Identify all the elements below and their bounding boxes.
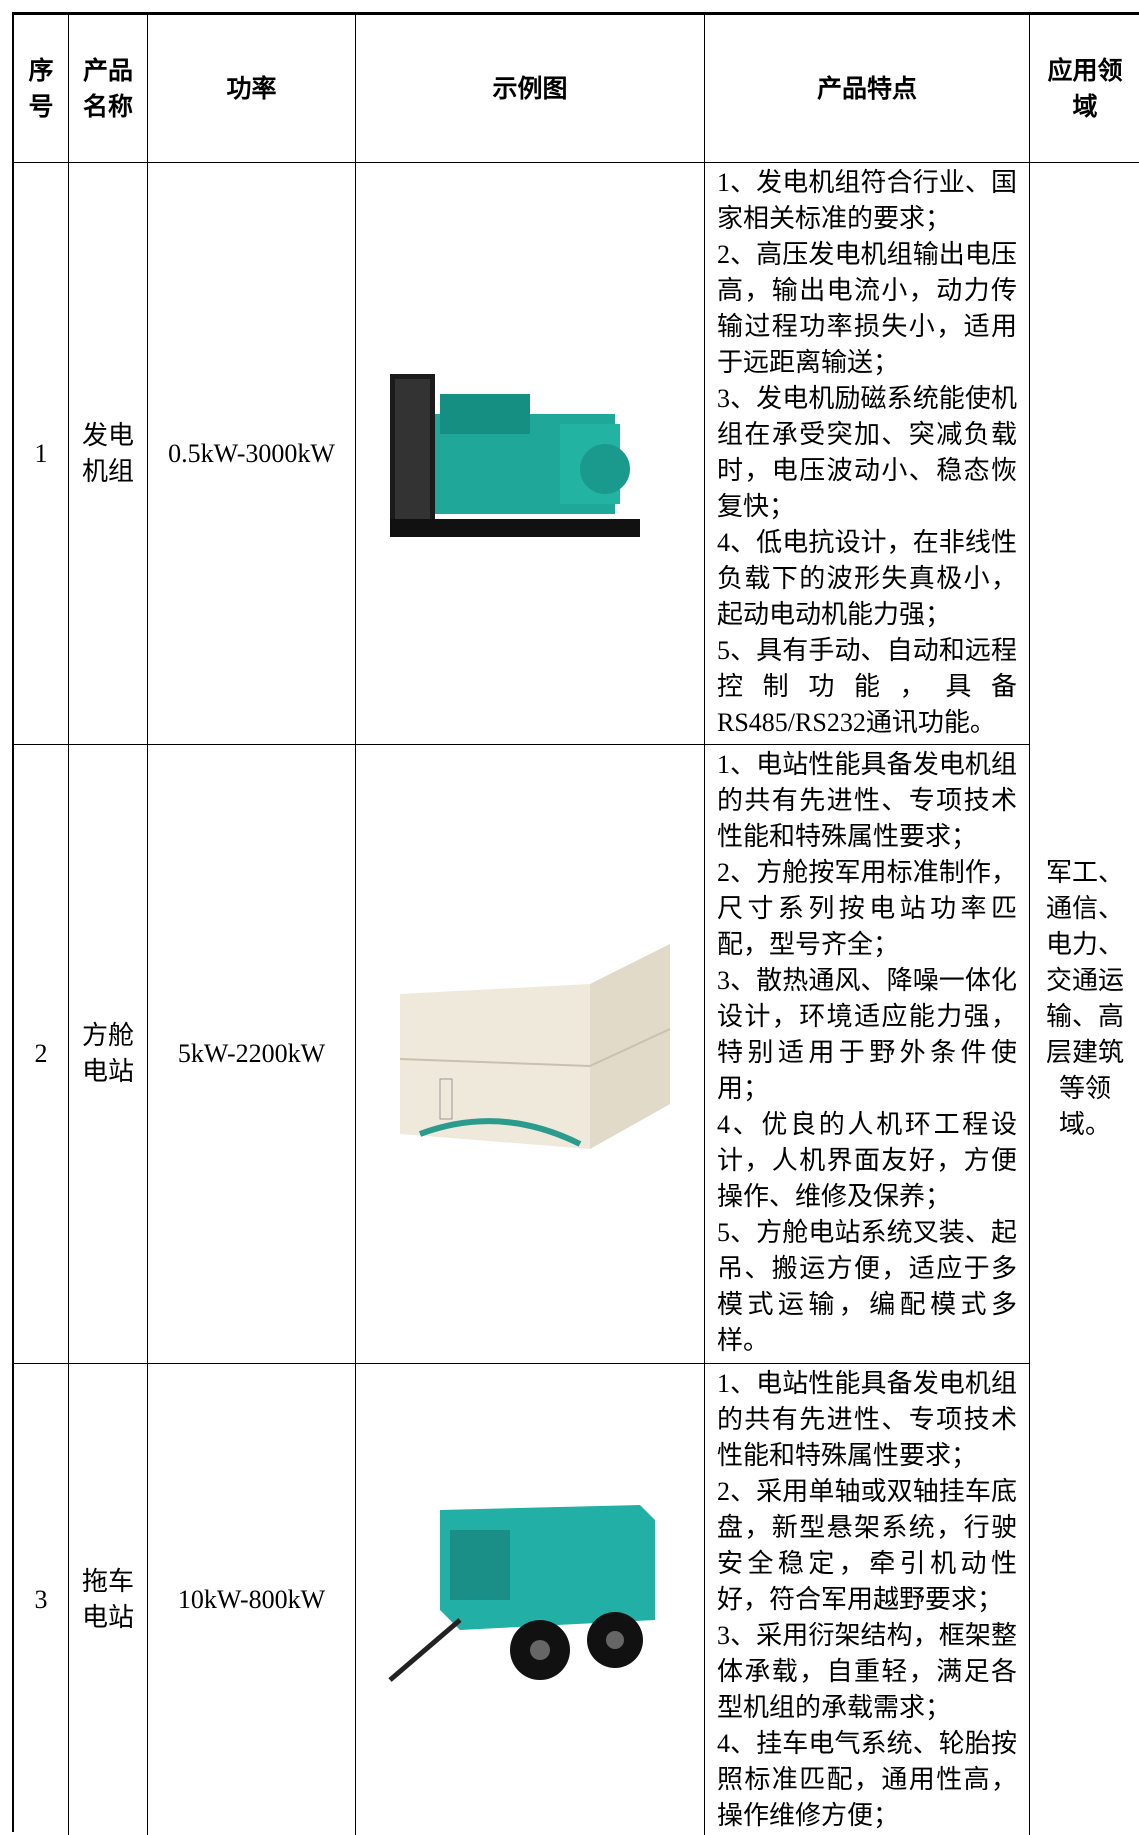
product-table: 序号 产品名称 功率 示例图 产品特点 应用领域 1 发电机组 0.5kW-3000kW 1、发电… [12, 12, 1139, 1835]
header-cell: 产品特点 [705, 15, 1030, 163]
feature-item: 3、发电机励磁系统能使机组在承受突加、突减负载时，电压波动小、稳态恢复快； [717, 384, 1017, 521]
header-cell: 功率 [148, 15, 356, 163]
example-image [356, 163, 705, 745]
header-cell: 产品名称 [69, 15, 148, 163]
features: 1、电站性能具备发电机组的共有先进性、专项技术性能和特殊属性要求； 2、方舱按军用… [705, 745, 1030, 1364]
features: 1、发电机组符合行业、国家相关标准的要求； 2、高压发电机组输出电压高，输出电流小… [705, 163, 1030, 745]
row-number: 1 [14, 163, 69, 745]
feature-item: 5、具有手动、自动和远程控制功能，具备RS485/RS232通讯功能。 [717, 636, 1017, 737]
header-cell: 序号 [14, 15, 69, 163]
example-image [356, 1364, 705, 1835]
feature-item: 4、低电抗设计，在非线性负载下的波形失真极小，起动电动机能力强； [717, 528, 1017, 629]
feature-item: 1、电站性能具备发电机组的共有先进性、专项技术性能和特殊属性要求； [717, 1369, 1017, 1470]
row-number: 2 [14, 745, 69, 1364]
features: 1、电站性能具备发电机组的共有先进性、专项技术性能和特殊属性要求； 2、采用单轴或… [705, 1364, 1030, 1835]
application: 军工、通信、电力、交通运输、高层建筑等领域。 [1030, 163, 1139, 1835]
feature-item: 3、散热通风、降噪一体化设计，环境适应能力强，特别适用于野外条件使用； [717, 966, 1017, 1103]
feature-item: 2、方舱按军用标准制作，尺寸系列按电站功率匹配，型号齐全； [717, 858, 1017, 959]
feature-item: 1、电站性能具备发电机组的共有先进性、专项技术性能和特殊属性要求； [717, 750, 1017, 851]
feature-item: 4、挂车电气系统、轮胎按照标准匹配，通用性高，操作维修方便； [717, 1729, 1017, 1830]
feature-item: 2、采用单轴或双轴挂车底盘，新型悬架系统，行驶安全稳定，牵引机动性好，符合军用越… [717, 1477, 1017, 1614]
product-name: 发电机组 [69, 163, 148, 745]
row-number: 3 [14, 1364, 69, 1835]
feature-item: 1、发电机组符合行业、国家相关标准的要求； [717, 168, 1017, 233]
feature-item: 2、高压发电机组输出电压高，输出电流小，动力传输过程功率损失小，适用于远距离输送… [717, 240, 1017, 377]
power: 0.5kW-3000kW [148, 163, 356, 745]
header-cell: 应用领域 [1030, 15, 1139, 163]
power: 5kW-2200kW [148, 745, 356, 1364]
container-image [399, 944, 671, 1149]
header-cell: 示例图 [356, 15, 705, 163]
power: 10kW-800kW [148, 1364, 356, 1835]
generator-image [390, 373, 640, 537]
feature-item: 5、方舱电站系统叉装、起吊、搬运方便，适应于多模式运输，编配模式多样。 [717, 1218, 1017, 1355]
product-name: 拖车电站 [69, 1364, 148, 1835]
feature-item: 4、优良的人机环工程设计，人机界面友好，方便操作、维修及保养； [717, 1110, 1017, 1211]
feature-item: 3、采用衍架结构，框架整体承载，自重轻，满足各型机组的承载需求； [717, 1621, 1017, 1722]
trailer-image [388, 1504, 655, 1682]
product-name: 方舱电站 [69, 745, 148, 1364]
example-image [356, 745, 705, 1364]
